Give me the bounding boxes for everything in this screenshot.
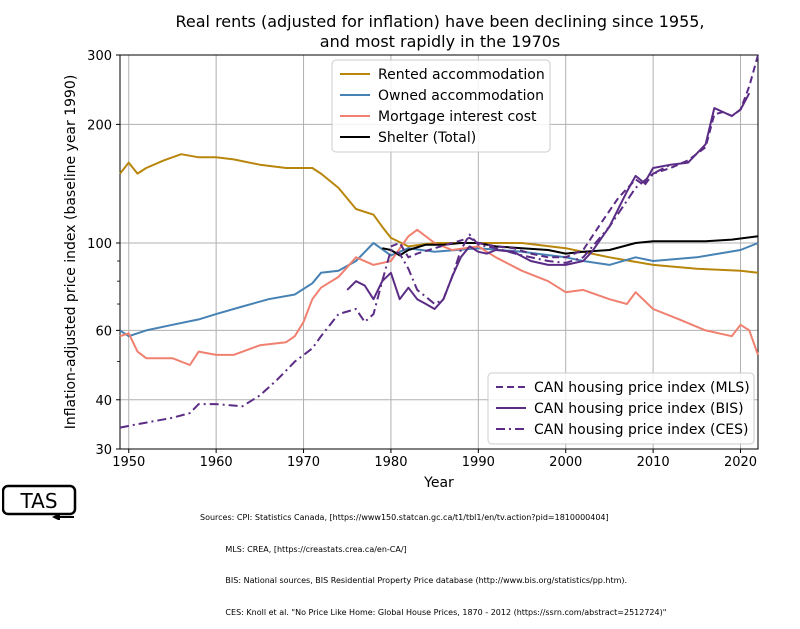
y-tick-label: 100 <box>87 237 112 252</box>
x-tick-label: 1980 <box>374 455 407 470</box>
legend-label: Owned accommodation <box>378 88 544 104</box>
series-line-can-housing-price-index-bis <box>346 92 751 310</box>
x-tick-label: 1960 <box>200 455 233 470</box>
legend-bottom: CAN housing price index (MLS) CAN housing… <box>487 372 755 445</box>
legend-box <box>487 372 755 445</box>
series-line-can-housing-price-index-ces <box>119 163 672 429</box>
x-tick-label: 1950 <box>112 455 145 470</box>
legend-top: Rented accommodation Owned accommodation M… <box>331 59 551 153</box>
legend-label: Shelter (Total) <box>378 130 476 146</box>
y-tick-label: 60 <box>95 324 112 339</box>
source-line-mls: MLS: CREA, [https://creastats.crea.ca/en… <box>200 544 407 554</box>
legend-label: CAN housing price index (BIS) <box>534 401 744 417</box>
x-tick-label: 2020 <box>724 455 757 470</box>
y-tick-label: 40 <box>95 394 112 409</box>
series-line-mortgage-interest-cost <box>119 228 759 366</box>
series-line-shelter-total <box>381 235 759 257</box>
source-line-cpi: Sources: CPI: Statistics Canada, [https:… <box>200 513 609 522</box>
x-tick-label: 2010 <box>637 455 670 470</box>
sources-note: Sources: CPI: Statistics Canada, [https:… <box>200 492 666 629</box>
legend-box <box>331 59 551 153</box>
series-line-can-housing-price-index-mls <box>390 54 759 259</box>
plot-frame <box>119 54 759 450</box>
x-tick-label: 2000 <box>549 455 582 470</box>
legend-label: Rented accommodation <box>378 67 545 83</box>
series-line-owned-accommodation <box>119 242 759 338</box>
tas-logo: TAS <box>1 484 78 521</box>
logo-text: TAS <box>19 489 57 513</box>
legend-label: Mortgage interest cost <box>378 109 537 125</box>
y-tick-label: 300 <box>87 49 112 64</box>
tas-logo-mark: TAS <box>1 484 77 521</box>
legend-label: CAN housing price index (CES) <box>534 422 748 438</box>
source-line-ces: CES: Knoll et al. "No Price Like Home: G… <box>200 607 667 617</box>
chart-canvas: 1950 1960 1970 1980 1990 2000 2010 2020 30 40 60 10… <box>63 49 759 491</box>
legend-label: CAN housing price index (MLS) <box>534 380 750 396</box>
x-axis-label: Year <box>423 475 454 491</box>
source-line-bis: BIS: National sources, BIS Residential P… <box>200 576 628 585</box>
y-axis-label: Inflation-adjusted price index (baseline… <box>63 75 79 430</box>
chart-title: Real rents (adjusted for inflation) have… <box>120 12 760 52</box>
title-line-2: and most rapidly in the 1970s <box>319 32 561 51</box>
title-line-1: Real rents (adjusted for inflation) have… <box>175 12 705 31</box>
y-tick-label: 30 <box>95 443 112 458</box>
x-tick-label: 1970 <box>287 455 320 470</box>
x-tick-label: 1990 <box>462 455 495 470</box>
y-tick-label: 200 <box>87 118 112 133</box>
